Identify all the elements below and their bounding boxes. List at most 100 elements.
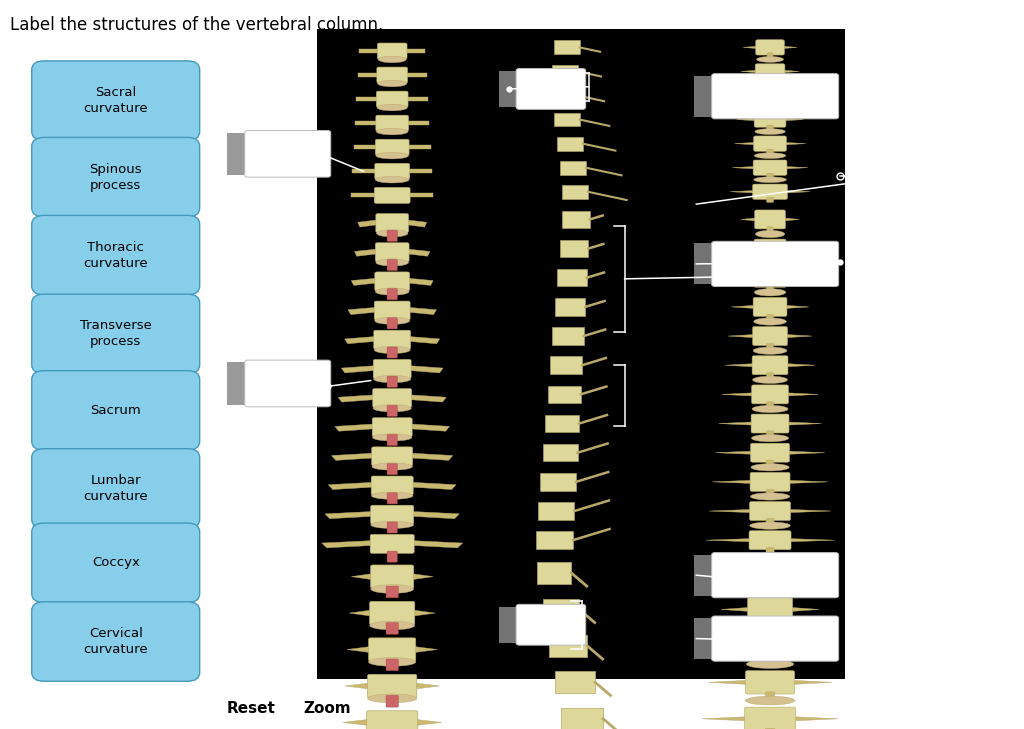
FancyBboxPatch shape xyxy=(756,63,785,79)
FancyBboxPatch shape xyxy=(387,347,397,358)
FancyBboxPatch shape xyxy=(767,343,773,350)
Ellipse shape xyxy=(755,289,785,296)
Ellipse shape xyxy=(377,104,408,111)
FancyBboxPatch shape xyxy=(408,169,432,174)
FancyBboxPatch shape xyxy=(753,184,787,199)
FancyBboxPatch shape xyxy=(694,618,715,659)
FancyBboxPatch shape xyxy=(499,607,519,643)
Polygon shape xyxy=(734,142,756,145)
FancyBboxPatch shape xyxy=(32,523,200,602)
FancyBboxPatch shape xyxy=(387,522,397,533)
Ellipse shape xyxy=(754,347,786,354)
FancyBboxPatch shape xyxy=(372,447,413,466)
Polygon shape xyxy=(562,184,588,198)
Polygon shape xyxy=(345,683,370,689)
Ellipse shape xyxy=(377,128,408,135)
Ellipse shape xyxy=(756,104,784,110)
Polygon shape xyxy=(737,247,756,250)
FancyBboxPatch shape xyxy=(387,464,397,475)
Polygon shape xyxy=(552,65,578,79)
Polygon shape xyxy=(788,539,835,542)
FancyBboxPatch shape xyxy=(386,695,398,707)
FancyBboxPatch shape xyxy=(750,472,791,491)
Polygon shape xyxy=(786,364,815,367)
Polygon shape xyxy=(357,220,378,227)
Ellipse shape xyxy=(755,152,785,159)
FancyBboxPatch shape xyxy=(751,443,790,462)
FancyBboxPatch shape xyxy=(767,53,773,58)
FancyBboxPatch shape xyxy=(767,77,773,82)
FancyBboxPatch shape xyxy=(387,289,397,300)
FancyBboxPatch shape xyxy=(356,97,379,101)
Polygon shape xyxy=(409,337,439,343)
FancyBboxPatch shape xyxy=(766,489,774,496)
Polygon shape xyxy=(538,502,574,520)
FancyBboxPatch shape xyxy=(375,163,410,179)
Polygon shape xyxy=(408,249,430,256)
Polygon shape xyxy=(411,453,453,461)
Polygon shape xyxy=(543,599,580,620)
FancyBboxPatch shape xyxy=(406,73,427,77)
Ellipse shape xyxy=(371,521,414,529)
FancyBboxPatch shape xyxy=(32,216,200,295)
FancyBboxPatch shape xyxy=(374,330,411,349)
Polygon shape xyxy=(725,364,754,367)
FancyBboxPatch shape xyxy=(755,87,785,104)
FancyBboxPatch shape xyxy=(406,97,428,101)
Polygon shape xyxy=(785,335,812,338)
FancyBboxPatch shape xyxy=(357,73,379,77)
Ellipse shape xyxy=(372,463,413,470)
Ellipse shape xyxy=(368,694,417,703)
Polygon shape xyxy=(784,166,808,169)
Polygon shape xyxy=(740,218,757,221)
FancyBboxPatch shape xyxy=(375,187,410,203)
Ellipse shape xyxy=(750,522,791,529)
Polygon shape xyxy=(701,717,746,721)
FancyBboxPatch shape xyxy=(376,115,409,131)
Polygon shape xyxy=(412,541,463,548)
Ellipse shape xyxy=(756,80,784,87)
Ellipse shape xyxy=(371,585,414,593)
Text: Coccyx: Coccyx xyxy=(92,556,139,569)
FancyBboxPatch shape xyxy=(744,707,796,729)
Text: Cervical
curvature: Cervical curvature xyxy=(83,627,148,656)
Ellipse shape xyxy=(754,176,786,183)
FancyBboxPatch shape xyxy=(749,561,792,585)
Polygon shape xyxy=(709,680,748,685)
FancyBboxPatch shape xyxy=(767,256,773,262)
Ellipse shape xyxy=(751,493,790,500)
FancyBboxPatch shape xyxy=(516,69,586,109)
FancyBboxPatch shape xyxy=(754,239,786,258)
Ellipse shape xyxy=(372,492,413,499)
Ellipse shape xyxy=(757,56,783,63)
Polygon shape xyxy=(787,451,824,454)
FancyBboxPatch shape xyxy=(712,553,839,598)
Ellipse shape xyxy=(751,464,790,471)
Polygon shape xyxy=(794,717,839,721)
Polygon shape xyxy=(354,249,377,256)
Polygon shape xyxy=(786,393,818,396)
Ellipse shape xyxy=(377,230,408,237)
FancyBboxPatch shape xyxy=(766,518,774,525)
FancyBboxPatch shape xyxy=(406,49,426,53)
Polygon shape xyxy=(715,644,749,648)
FancyBboxPatch shape xyxy=(376,214,409,233)
FancyBboxPatch shape xyxy=(753,327,787,346)
FancyBboxPatch shape xyxy=(369,638,416,661)
FancyBboxPatch shape xyxy=(245,130,331,177)
FancyBboxPatch shape xyxy=(32,448,200,528)
Polygon shape xyxy=(788,510,831,512)
Polygon shape xyxy=(329,483,373,490)
FancyBboxPatch shape xyxy=(694,76,715,117)
Polygon shape xyxy=(351,574,373,580)
FancyBboxPatch shape xyxy=(367,711,418,729)
FancyBboxPatch shape xyxy=(766,547,774,554)
Polygon shape xyxy=(719,422,754,425)
FancyBboxPatch shape xyxy=(754,136,786,151)
Polygon shape xyxy=(784,247,803,250)
Polygon shape xyxy=(549,635,588,657)
FancyBboxPatch shape xyxy=(387,260,397,270)
Ellipse shape xyxy=(374,375,411,383)
Ellipse shape xyxy=(753,376,787,383)
FancyBboxPatch shape xyxy=(352,169,377,174)
